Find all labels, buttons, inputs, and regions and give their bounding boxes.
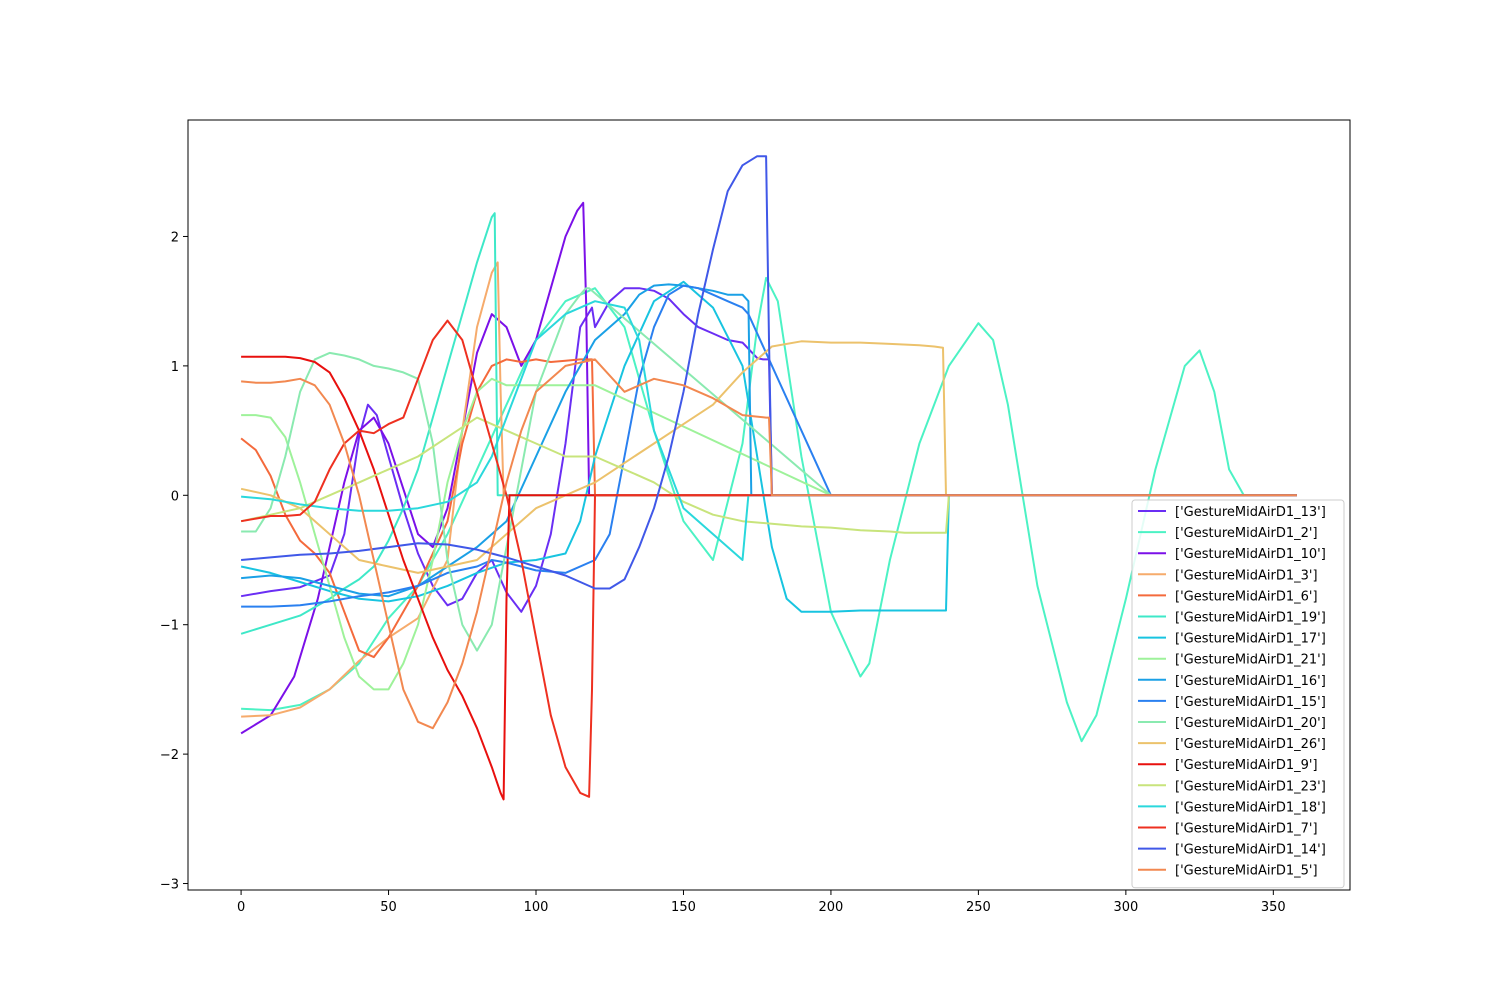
series-line-12 [240,340,1297,574]
legend-label: ['GestureMidAirD1_3'] [1175,568,1318,583]
series-line-16 [240,319,1297,798]
series-line-2 [241,276,1297,743]
legend-label: ['GestureMidAirD1_13'] [1175,505,1326,520]
x-tick-label: 350 [1261,900,1286,915]
y-axis: −3 −2 −1 0 1 2 [160,230,188,893]
x-tick-label: 300 [1113,900,1138,915]
legend-label: ['GestureMidAirD1_7'] [1175,822,1318,837]
legend-label: ['GestureMidAirD1_14'] [1175,843,1326,858]
series-line-7 [240,280,1297,613]
y-tick-label: 2 [171,230,179,245]
series-line-5 [240,358,1297,659]
series-line-8 [241,377,1297,691]
x-tick-label: 0 [237,900,245,915]
series-line-18 [241,358,1297,730]
series-line-13 [241,355,1297,801]
legend-label: ['GestureMidAirD1_23'] [1175,779,1326,794]
plot-lines [240,155,1297,801]
legend-label: ['GestureMidAirD1_15'] [1175,695,1326,710]
series-line-17 [241,155,1297,590]
y-tick-label: −1 [160,619,179,634]
x-tick-label: 50 [380,900,397,915]
legend-label: ['GestureMidAirD1_10'] [1175,547,1326,562]
series-line-14 [240,416,1297,534]
legend-label: ['GestureMidAirD1_18'] [1175,800,1326,815]
series-line-6 [240,212,1297,635]
x-tick-label: 250 [966,900,991,915]
legend-label: ['GestureMidAirD1_6'] [1175,589,1318,604]
legend-label: ['GestureMidAirD1_21'] [1175,653,1326,668]
legend-label: ['GestureMidAirD1_9'] [1175,758,1318,773]
series-line-15 [241,300,1297,561]
legend-label: ['GestureMidAirD1_26'] [1175,737,1326,752]
legend-label: ['GestureMidAirD1_19'] [1175,611,1326,626]
legend: ['GestureMidAirD1_13'] ['GestureMidAirD1_… [1131,499,1345,889]
legend-label: ['GestureMidAirD1_5'] [1175,864,1318,879]
legend-box [1131,499,1345,889]
legend-label: ['GestureMidAirD1_20'] [1175,716,1326,731]
legend-label: ['GestureMidAirD1_17'] [1175,632,1326,647]
y-tick-label: 0 [171,489,179,504]
x-tick-label: 100 [524,900,549,915]
legend-label: ['GestureMidAirD1_16'] [1175,674,1326,689]
y-tick-label: −2 [160,748,179,763]
x-axis: 0 50 100 150 200 250 300 350 [237,890,1286,915]
legend-label: ['GestureMidAirD1_2'] [1175,526,1318,541]
x-tick-label: 150 [671,900,696,915]
plot-frame [187,119,1351,891]
y-tick-label: −3 [160,878,179,893]
x-tick-label: 200 [819,900,844,915]
y-tick-label: 1 [171,360,179,375]
series-line-4 [241,261,1297,718]
series-line-10 [241,284,1297,608]
